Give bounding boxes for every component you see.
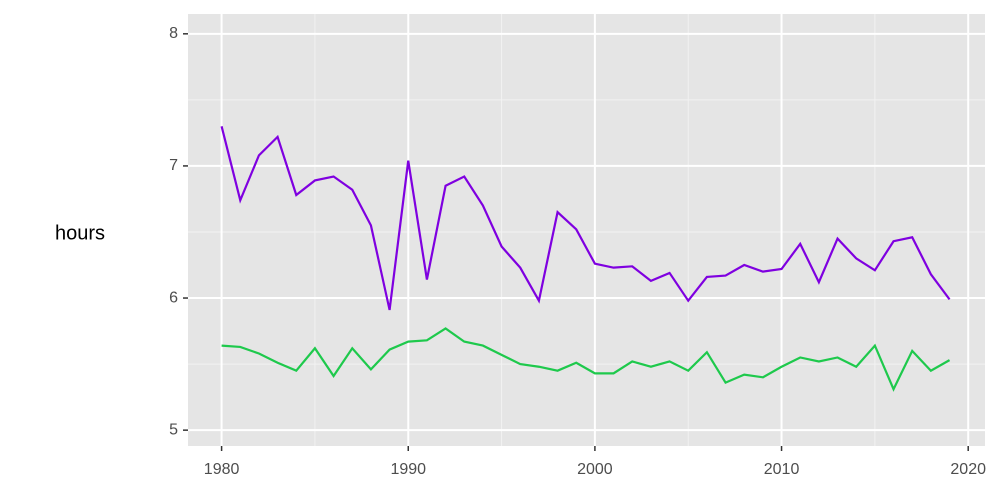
- series-line: [220, 126, 951, 311]
- plot-panel: [188, 14, 985, 446]
- y-tick-label: 6: [169, 289, 178, 306]
- x-tick-label: 1980: [204, 461, 240, 478]
- x-tick-label: 1990: [390, 461, 426, 478]
- x-tick-label: 2010: [764, 461, 800, 478]
- series-line: [221, 327, 951, 392]
- x-tick-label: 2020: [950, 461, 986, 478]
- x-tick-label: 2000: [577, 461, 613, 478]
- y-tick-label: 7: [169, 157, 178, 174]
- y-axis-title: hours: [55, 222, 105, 244]
- y-tick-label: 5: [169, 421, 178, 438]
- y-tick-label: 8: [169, 25, 178, 42]
